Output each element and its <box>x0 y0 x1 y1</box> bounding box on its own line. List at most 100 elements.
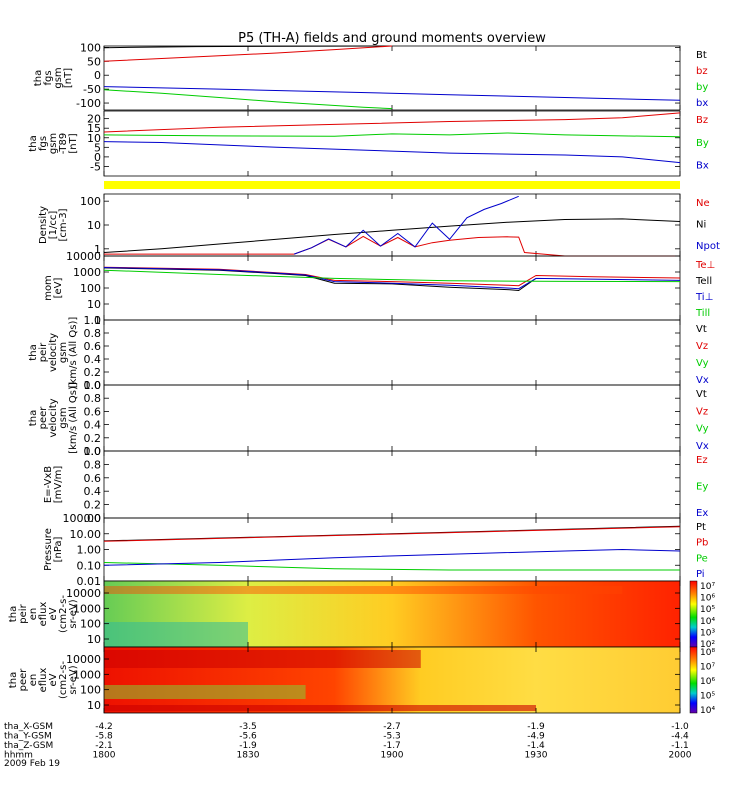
y-tick-label: 20 <box>87 113 101 126</box>
y-tick-label: 1.0 <box>84 379 102 392</box>
y-tick-label: -50 <box>83 83 101 96</box>
panel-pressure: 100.00 10.00 1.00 0.10 0.01 Pressure [nPa] Pt Pb… <box>43 512 708 588</box>
legend-entry: Vx <box>696 441 709 452</box>
y-tick-label: 10000 <box>66 587 101 600</box>
y-axis-label-line: velocity <box>48 333 59 372</box>
legend-entry: Ex <box>696 508 708 519</box>
y-axis-label-line: Pressure <box>43 528 54 571</box>
panel-frame <box>103 319 681 386</box>
y-tick-label: 0.0 <box>84 445 102 458</box>
y-tick-label: 0.6 <box>84 340 102 353</box>
y-axis-label: mom [eV] <box>43 275 64 301</box>
ephemeris-value: -5.6 <box>239 732 257 742</box>
ephemeris-value: -2.1 <box>95 741 113 751</box>
ephemeris-value: -1.9 <box>527 722 545 732</box>
y-tick-label: 0.8 <box>84 458 102 471</box>
ephemeris-label: tha_Y-GSM <box>4 732 52 742</box>
series-Pi-line <box>103 548 681 566</box>
legend-entry: Bz <box>696 115 708 126</box>
legend-entry: Pe <box>696 553 708 564</box>
ephemeris-value: 1900 <box>381 751 404 761</box>
y-tick-label: 0.6 <box>84 405 102 418</box>
y-axis-label-line: tha <box>28 344 39 360</box>
y-axis-label-line: eflux <box>38 668 49 693</box>
y-axis-label-line: eflux <box>38 602 49 627</box>
series-By-line <box>103 132 681 138</box>
colorbar-tick-label: 10⁸ <box>700 648 715 658</box>
panel-frame <box>103 517 681 582</box>
y-axis-label-line: (cm2-s- <box>58 595 69 633</box>
y-tick-label: 10000 <box>66 250 101 263</box>
ephemeris-table: tha_X-GSM -4.2 -3.5 -2.7 -1.9 -1.0 tha_Y-GSM -5… <box>4 722 692 769</box>
panel-mom: 10000 1000 100 10 1 mom [eV] Te⊥ Tell Ti⊥ Till <box>43 250 715 327</box>
series-Till-line <box>103 269 681 283</box>
colorbar-tick-label: 10⁶ <box>700 677 715 687</box>
y-axis-label-line: [1/cc] <box>48 211 59 240</box>
legend-entry: by <box>696 82 708 93</box>
colorbar-tick-label: 10⁵ <box>700 692 715 702</box>
legend-entry: Pi <box>696 569 705 580</box>
ephemeris-value: -1.1 <box>671 741 689 751</box>
y-axis-label-line: [nT] <box>68 133 79 153</box>
legend-entry: Ez <box>696 455 708 466</box>
y-tick-label: 0.6 <box>84 472 102 485</box>
ephemeris-value: -1.7 <box>383 741 401 751</box>
legend-entry: Vx <box>696 375 709 386</box>
colorbar <box>689 646 698 714</box>
y-axis-label-line: [mV/m] <box>53 466 64 504</box>
y-tick-label: 10 <box>87 132 101 145</box>
y-axis-label: Density [1/cc] [cm-3] <box>38 206 69 244</box>
colorbar-tick-label: 10⁴ <box>700 617 715 627</box>
series-Pe-line <box>103 562 680 571</box>
y-axis-label-line: [eV] <box>53 278 64 299</box>
y-tick-label: 0.2 <box>84 366 102 379</box>
y-tick-label: 1000 <box>73 668 101 681</box>
y-axis-label-line: tha <box>8 606 19 622</box>
series-bz-line <box>103 45 393 62</box>
y-axis-label: tha peer en eflux eV (cm2-s-sr-eV) <box>8 661 79 699</box>
y-axis-label-line: tha <box>28 410 39 426</box>
legend-entry: Pt <box>696 522 706 533</box>
series-Pb-line <box>103 526 681 542</box>
y-axis-label-line: gsm <box>48 133 59 154</box>
y-axis-label-line: peer <box>38 406 49 430</box>
y-axis-label-line: fgs <box>43 70 54 85</box>
y-axis-label-line: eV <box>48 607 59 620</box>
y-tick-label: 1000 <box>73 266 101 279</box>
ephemeris-value: -4.9 <box>527 732 545 742</box>
y-tick-label: 1 <box>94 314 101 327</box>
y-axis-label-line: sr-eV) <box>68 665 79 694</box>
y-axis-label: tha peer velocity gsm [km/s (All Qs)] <box>28 382 79 454</box>
legend-entry: Npot <box>696 241 720 252</box>
y-tick-label: 10000 <box>66 653 101 666</box>
y-tick-label: 0.01 <box>77 575 102 588</box>
y-tick-label: 15 <box>87 122 101 135</box>
y-tick-label: 0.2 <box>84 432 102 445</box>
y-axis-label-line: [km/s (All Qs)] <box>68 382 79 454</box>
y-tick-label: 50 <box>87 55 101 68</box>
colorbar-tick-label: 10² <box>700 640 715 650</box>
ephemeris-value: -4.2 <box>95 722 113 732</box>
chart-title: P5 (TH-A) fields and ground moments over… <box>238 31 546 46</box>
legend-entry: Ey <box>696 482 708 493</box>
ephemeris-label: tha_X-GSM <box>4 722 53 732</box>
y-tick-label: 100 <box>80 41 101 54</box>
y-tick-label: 0.8 <box>84 392 102 405</box>
y-axis-label-line: E=-VxB <box>43 466 54 503</box>
y-tick-label: 100 <box>80 618 101 631</box>
date-label: 2009 Feb 19 <box>4 759 60 769</box>
y-tick-label: 100.00 <box>63 512 102 525</box>
y-tick-label: 1.00 <box>77 544 102 557</box>
y-axis-label-line: [km/s (All Qs)] <box>68 317 79 389</box>
legend-entry: Ni <box>696 220 706 231</box>
legend-entry: Vy <box>696 358 709 369</box>
panel-frame <box>103 45 681 111</box>
ephemeris-value: 1830 <box>237 751 260 761</box>
colorbar-tick-label: 10⁶ <box>700 594 715 604</box>
